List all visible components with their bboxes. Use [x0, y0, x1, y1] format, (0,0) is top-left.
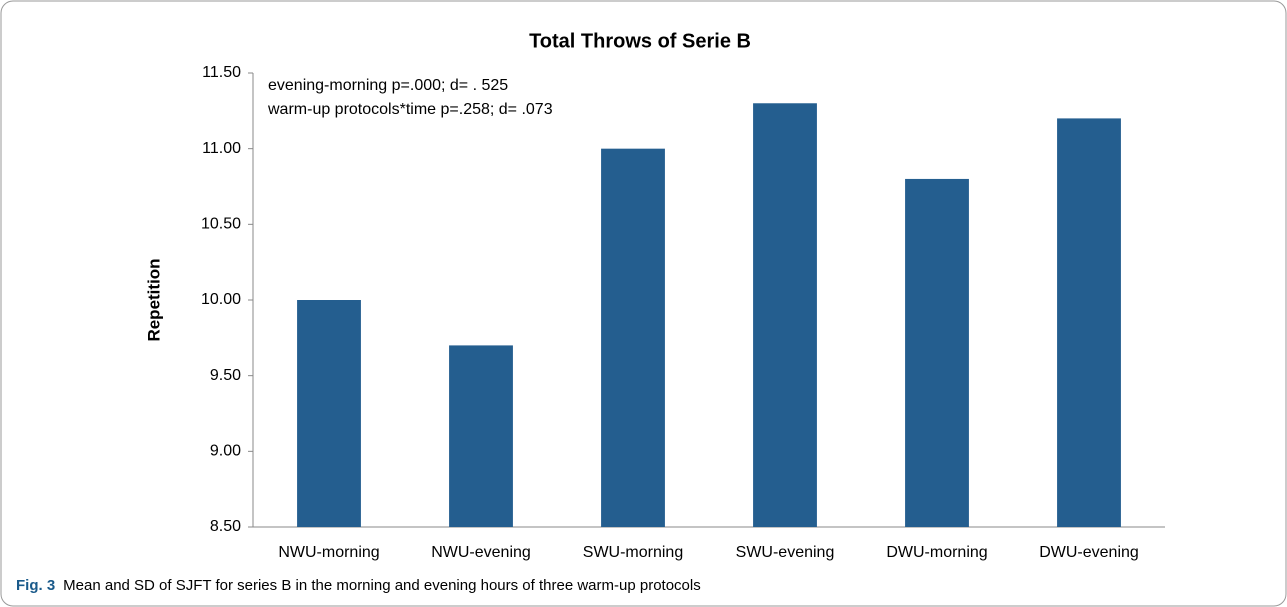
x-tick-label: SWU-morning: [583, 544, 683, 561]
bar: [1057, 118, 1121, 528]
bar: [753, 103, 817, 528]
caption: Fig. 3 Mean and SD of SJFT for series B i…: [16, 577, 701, 594]
y-axis-label: Repetition: [144, 258, 163, 341]
x-tick-label: DWU-morning: [886, 544, 987, 561]
x-tick-label: SWU-evening: [736, 544, 835, 561]
caption-text: Mean and SD of SJFT for series B in the …: [63, 577, 701, 594]
bar: [905, 178, 969, 527]
y-tick-label: 8.50: [210, 518, 241, 535]
x-tick-label: DWU-evening: [1039, 544, 1139, 561]
chart-title: Total Throws of Serie B: [529, 30, 751, 52]
y-tick-label: 11.00: [202, 140, 241, 157]
bar: [297, 300, 361, 527]
y-tick-label: 11.50: [202, 64, 241, 81]
y-tick-label: 10.00: [201, 291, 241, 308]
x-tick-label: NWU-morning: [278, 544, 379, 561]
x-tick-label: NWU-evening: [431, 544, 531, 561]
annotation: warm-up protocols*time p=.258; d= .073: [267, 101, 553, 118]
y-tick-label: 10.50: [201, 216, 241, 233]
bar: [601, 148, 665, 527]
y-tick-label: 9.00: [210, 443, 241, 460]
annotation: evening-morning p=.000; d= . 525: [268, 77, 508, 94]
y-tick-label: 9.50: [210, 367, 241, 384]
caption-label: Fig. 3: [16, 577, 55, 594]
bar: [449, 345, 513, 527]
